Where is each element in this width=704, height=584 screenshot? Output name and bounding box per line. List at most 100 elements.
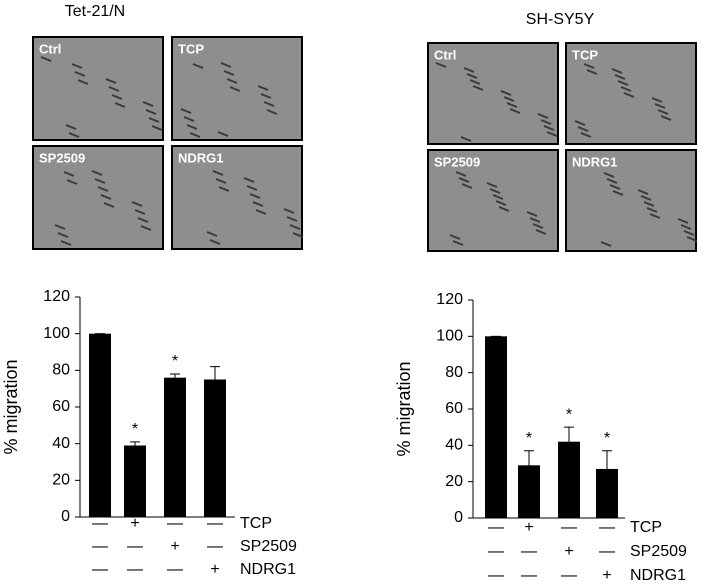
cell (111, 94, 123, 100)
significance-marker: * (604, 430, 610, 447)
cell (620, 86, 632, 92)
cell (94, 178, 106, 184)
condition-sign: + (170, 538, 179, 555)
micrograph (32, 36, 164, 141)
cell (612, 190, 624, 196)
cell (492, 194, 504, 200)
cell (229, 86, 241, 92)
cell (68, 132, 80, 138)
cell (252, 201, 264, 207)
cell (537, 113, 549, 119)
cell (574, 120, 586, 126)
cell (266, 109, 278, 115)
condition-sign: — (599, 519, 615, 536)
cell (657, 109, 669, 115)
image-label: TCP (178, 41, 204, 56)
cell (289, 224, 301, 230)
y-tick-label: 60 (445, 400, 463, 417)
cell (249, 193, 261, 199)
cell (206, 231, 218, 237)
error-bar (524, 450, 534, 466)
condition-sign: — (521, 543, 537, 560)
cell (255, 209, 267, 215)
condition-sign: — (207, 538, 223, 555)
cell (74, 71, 86, 77)
condition-sign: — (521, 567, 537, 584)
cell (449, 234, 461, 240)
condition-sign: — (127, 561, 143, 578)
cell (586, 69, 598, 75)
cell (134, 209, 146, 215)
condition-sign: — (561, 567, 577, 584)
bar (485, 336, 507, 518)
cell (260, 93, 272, 99)
micrograph (565, 149, 697, 252)
condition-sign: — (167, 515, 183, 532)
cell (137, 217, 149, 223)
cell (495, 200, 507, 206)
cell (460, 136, 472, 142)
cell (140, 225, 152, 231)
condition-sign: — (488, 519, 504, 536)
condition-sign: — (92, 515, 108, 532)
condition-sign: — (207, 515, 223, 532)
cell (509, 108, 521, 114)
cell (649, 213, 661, 219)
cell (546, 131, 558, 137)
cell (57, 232, 69, 238)
cell (215, 178, 227, 184)
image-label: Ctrl (39, 41, 61, 56)
cell (651, 97, 663, 103)
cell (91, 170, 103, 176)
cell (500, 90, 512, 96)
cell (643, 201, 655, 207)
micrograph (427, 42, 559, 145)
condition-sign: — (561, 519, 577, 536)
error-bar (602, 450, 612, 469)
error-bar (210, 366, 220, 380)
cell (226, 78, 238, 84)
y-axis-label: % migration (394, 361, 414, 456)
cell (683, 230, 695, 236)
cell (142, 101, 154, 107)
micrograph (171, 145, 303, 250)
micrograph (565, 42, 697, 145)
chart-title: Tet-21/N (65, 3, 125, 20)
bar (518, 465, 540, 518)
significance-marker: * (132, 421, 138, 438)
chart-title: SH-SY5Y (526, 11, 595, 28)
cell (680, 224, 692, 230)
cell (535, 229, 547, 235)
cell (603, 172, 615, 178)
cell (617, 80, 629, 86)
condition-name: NDRG1 (240, 561, 296, 578)
cell (529, 217, 541, 223)
cell (472, 85, 484, 91)
significance-marker: * (566, 406, 572, 423)
cell (686, 236, 698, 242)
cell (498, 206, 510, 212)
cell (186, 124, 198, 130)
cell (540, 119, 552, 125)
cell (97, 186, 109, 192)
condition-sign: — (599, 543, 615, 560)
cell (209, 239, 221, 245)
cell (257, 85, 269, 91)
condition-sign: + (602, 567, 611, 584)
cell (609, 184, 621, 190)
y-tick-label: 40 (445, 437, 463, 454)
condition-name: TCP (240, 515, 272, 532)
cell (223, 70, 235, 76)
significance-marker: * (172, 353, 178, 370)
condition-name: SP2509 (240, 538, 297, 555)
cell (455, 171, 467, 177)
cell (54, 224, 66, 230)
image-label: NDRG1 (572, 154, 618, 169)
cell (218, 186, 230, 192)
cell (660, 115, 672, 121)
cell (458, 177, 470, 183)
cell (212, 170, 224, 176)
cell (60, 240, 72, 246)
cell (640, 195, 652, 201)
cell (108, 86, 120, 92)
